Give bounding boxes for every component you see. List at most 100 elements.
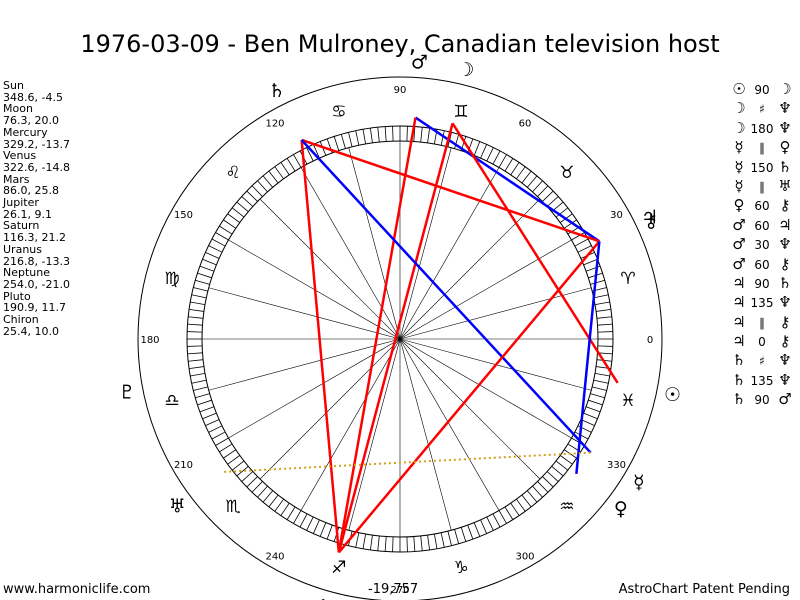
degree-tick bbox=[355, 130, 360, 146]
degree-tick bbox=[312, 144, 320, 159]
aspect-line bbox=[337, 240, 601, 554]
aspect-type: 135 bbox=[750, 296, 774, 311]
planet-coords-uranus: 216.8, -13.3 bbox=[3, 254, 70, 268]
aspect-type: 90 bbox=[754, 393, 770, 408]
degree-tick bbox=[286, 506, 296, 520]
planet-venus-icon: ♀ bbox=[614, 498, 628, 520]
patent-notice: AstroChart Patent Pending bbox=[618, 582, 790, 597]
aspect-row: ♄ 135 ♆ bbox=[728, 371, 796, 390]
aspect-type: 90 bbox=[754, 83, 770, 97]
spoke bbox=[399, 147, 452, 340]
degree-tick bbox=[486, 516, 494, 531]
aspect-planet-a-icon: ☿ bbox=[734, 157, 744, 176]
degree-tick bbox=[546, 471, 559, 482]
degree-tick bbox=[333, 136, 340, 151]
planet-coords-mars: 86.0, 25.8 bbox=[3, 184, 59, 198]
zodiac-sign-icon: ♏ bbox=[225, 497, 240, 517]
aspect-type: 135 bbox=[750, 373, 774, 388]
planet-pluto-icon: ♇ bbox=[118, 382, 135, 404]
degree-tick bbox=[542, 190, 554, 202]
degree-tick bbox=[546, 196, 559, 207]
aspect-line bbox=[301, 138, 600, 243]
aspect-row: ☽ 180 ♆ bbox=[728, 119, 796, 138]
aspect-type: 60 bbox=[754, 218, 770, 233]
spoke bbox=[259, 338, 401, 480]
degree-tick bbox=[596, 316, 612, 319]
degree-tick bbox=[377, 535, 380, 551]
aspect-row: ♃ 135 ♆ bbox=[728, 293, 796, 312]
degree-tick bbox=[191, 379, 207, 384]
degree-tick bbox=[588, 399, 603, 406]
degree-tick bbox=[241, 196, 254, 207]
degree-tick bbox=[231, 460, 245, 471]
degree-tick bbox=[236, 465, 249, 477]
degree-tick bbox=[193, 386, 208, 391]
degree-tick bbox=[286, 158, 296, 172]
degree-tick bbox=[199, 265, 215, 272]
degree-label: 330 bbox=[607, 460, 626, 471]
degree-tick bbox=[594, 301, 610, 306]
degree-tick bbox=[521, 170, 532, 184]
aspect-line bbox=[337, 122, 454, 553]
degree-tick bbox=[251, 185, 263, 197]
zodiac-sign-icon: ♉ bbox=[559, 163, 574, 183]
degree-tick bbox=[467, 524, 474, 540]
degree-tick bbox=[460, 527, 467, 542]
degree-label: 150 bbox=[174, 210, 193, 221]
degree-tick bbox=[211, 431, 226, 440]
aspect-line bbox=[575, 241, 601, 474]
degree-tick bbox=[280, 162, 290, 176]
aspect-row: ☽ ♯ ♆ bbox=[728, 99, 796, 118]
aspect-planet-b-icon: ♆ bbox=[778, 370, 792, 389]
aspect-planet-a-icon: ☽ bbox=[732, 99, 746, 118]
aspect-planet-b-icon: ♆ bbox=[778, 99, 792, 118]
aspect-row: ♂ 30 ♆ bbox=[728, 235, 796, 254]
degree-tick bbox=[440, 532, 445, 548]
degree-tick bbox=[223, 219, 237, 229]
planet-position-list: Sun 348.6, -4.5 Moon 76.3, 20.0 Mercury 329.2… bbox=[3, 80, 70, 337]
aspect-planet-b-icon: ⚷ bbox=[779, 332, 791, 351]
planet-coords-saturn: 116.3, 21.2 bbox=[3, 231, 66, 245]
zodiac-sign-icon: ♋ bbox=[331, 102, 346, 122]
aspect-row: ☿ 150 ♄ bbox=[728, 158, 796, 177]
degree-tick bbox=[362, 533, 367, 549]
planet-coords-moon: 76.3, 20.0 bbox=[3, 114, 59, 128]
degree-tick bbox=[219, 225, 233, 235]
degree-tick bbox=[427, 535, 431, 550]
degree-tick bbox=[555, 460, 569, 471]
zodiac-sign-icon: ♌ bbox=[225, 163, 240, 183]
aspect-type: ♯ bbox=[759, 102, 765, 117]
aspect-line bbox=[300, 139, 592, 454]
planet-chiron-icon: ⚷ bbox=[644, 210, 658, 232]
zodiac-sign-icon: ♊ bbox=[453, 102, 468, 122]
outer-ring bbox=[137, 76, 663, 600]
aspect-planet-b-icon: ♀ bbox=[779, 138, 791, 157]
planet-uranus-icon: ♅ bbox=[169, 496, 186, 518]
site-link[interactable]: www.harmoniclife.com bbox=[3, 582, 151, 597]
degree-tick bbox=[251, 481, 263, 493]
degree-tick bbox=[187, 352, 203, 355]
planet-coords-venus: 322.6, -14.8 bbox=[3, 160, 70, 174]
degree-tick bbox=[420, 535, 423, 551]
aspect-planet-a-icon: ☽ bbox=[732, 118, 746, 137]
aspect-row: ☿ ∥ ♀ bbox=[728, 138, 796, 157]
degree-tick bbox=[492, 513, 501, 528]
aspect-planet-b-icon: ♆ bbox=[778, 293, 792, 312]
degree-tick bbox=[537, 481, 549, 493]
chart-title: 1976-03-09 - Ben Mulroney, Canadian tele… bbox=[80, 30, 720, 58]
degree-tick bbox=[205, 419, 220, 427]
aspect-type: 90 bbox=[754, 276, 770, 291]
degree-tick bbox=[574, 431, 589, 440]
aspect-row: ♃ 90 ♄ bbox=[728, 274, 796, 293]
degree-tick bbox=[384, 126, 387, 142]
degree-tick bbox=[406, 536, 408, 552]
degree-tick bbox=[486, 147, 494, 162]
aspect-row: ♄ ♯ ♆ bbox=[728, 351, 796, 370]
degree-tick bbox=[377, 127, 380, 143]
degree-tick bbox=[384, 536, 387, 552]
degree-tick bbox=[492, 150, 501, 165]
aspect-planet-a-icon: ♃ bbox=[732, 293, 746, 312]
aspect-planet-a-icon: ♄ bbox=[732, 390, 746, 409]
degree-tick bbox=[215, 232, 229, 241]
zodiac-sign-icon: ♒ bbox=[559, 497, 574, 517]
